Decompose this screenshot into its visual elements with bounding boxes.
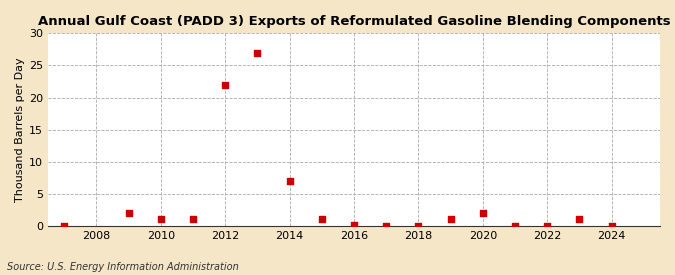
- Point: [284, 179, 295, 183]
- Point: [155, 217, 166, 222]
- Point: [317, 217, 327, 222]
- Point: [188, 217, 198, 222]
- Point: [59, 224, 70, 228]
- Point: [124, 211, 134, 215]
- Point: [381, 223, 392, 228]
- Point: [446, 217, 456, 222]
- Point: [220, 82, 231, 87]
- Point: [252, 50, 263, 55]
- Point: [510, 223, 520, 228]
- Point: [349, 223, 360, 228]
- Point: [606, 223, 617, 228]
- Point: [413, 223, 424, 228]
- Point: [542, 223, 553, 228]
- Point: [574, 217, 585, 222]
- Text: Source: U.S. Energy Information Administration: Source: U.S. Energy Information Administ…: [7, 262, 238, 272]
- Title: Annual Gulf Coast (PADD 3) Exports of Reformulated Gasoline Blending Components: Annual Gulf Coast (PADD 3) Exports of Re…: [38, 15, 670, 28]
- Y-axis label: Thousand Barrels per Day: Thousand Barrels per Day: [15, 57, 25, 202]
- Point: [477, 211, 488, 215]
